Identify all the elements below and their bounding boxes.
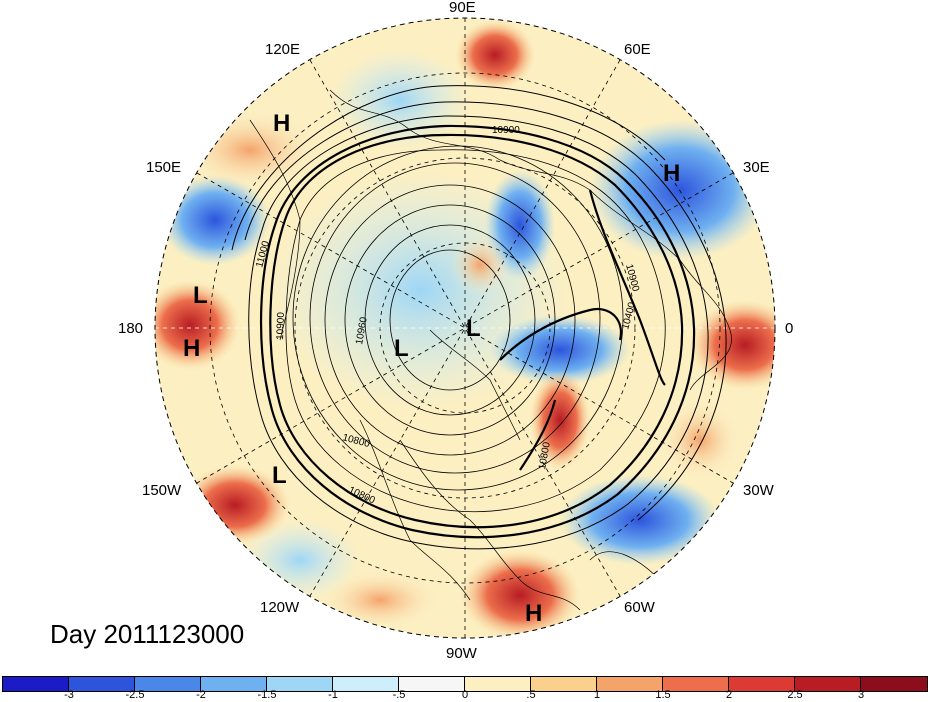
colorbar-tick-label: -.5 [392, 689, 406, 701]
colorbar-swatch [663, 677, 729, 691]
colorbar-swatch [861, 677, 927, 691]
colorbar-tick-label: -1.5 [257, 689, 277, 701]
colorbar-tick-label: 2.5 [787, 689, 803, 701]
colorbar-swatch [333, 677, 399, 691]
lon-label-180: 180 [118, 320, 144, 337]
high-pressure-label: H [663, 160, 681, 187]
lon-label-150w: 150W [142, 482, 182, 499]
colorbar-swatch [795, 677, 861, 691]
colorbar [2, 676, 928, 692]
lon-label-30w: 30W [743, 482, 774, 499]
high-pressure-label: H [273, 110, 291, 137]
low-pressure-label: L [193, 282, 208, 309]
colorbar-swatch [399, 677, 465, 691]
colorbar-tick-label: -3 [64, 689, 74, 701]
colorbar-swatch [267, 677, 333, 691]
low-pressure-label: L [466, 315, 481, 342]
lon-label-150e: 150E [146, 159, 182, 176]
colorbar-tick-label: -1 [328, 689, 338, 701]
lon-label-60e: 60E [624, 41, 651, 58]
high-pressure-label: H [183, 335, 201, 362]
colorbar-tick-label: -2 [196, 689, 206, 701]
date-title: Day 2011123000 [50, 619, 245, 649]
contour-label: 10900 [275, 311, 287, 340]
colorbar-swatch [531, 677, 597, 691]
colorbar-swatch [3, 677, 69, 691]
colorbar-swatch [69, 677, 135, 691]
colorbar-swatch [729, 677, 795, 691]
lon-label-60w: 60W [624, 599, 655, 616]
coastlines [249, 89, 732, 611]
lon-label-90e: 90E [449, 0, 476, 16]
colorbar-swatch [201, 677, 267, 691]
colorbar-tick-label: 0 [461, 689, 469, 701]
high-pressure-label: H [525, 600, 543, 627]
colorbar-tick-label: -2.5 [125, 689, 145, 701]
contour-label: 10900 [492, 125, 520, 136]
colorbar-tick-label: 1.5 [655, 689, 671, 701]
colorbar-tick-label: .5 [526, 689, 536, 701]
colorbar-tick-label: 1 [593, 689, 601, 701]
colorbar-tick-label: 3 [857, 689, 865, 701]
lon-label-120e: 120E [265, 41, 301, 58]
colorbar-tick-label: 2 [725, 689, 733, 701]
lon-label-0: 0 [785, 320, 794, 337]
height-contours [231, 85, 727, 550]
latlon-grid [155, 18, 775, 638]
lon-label-30e: 30E [743, 159, 770, 176]
low-pressure-label: L [394, 335, 409, 362]
contour-label: 10800 [537, 441, 553, 471]
lon-label-120w: 120W [260, 599, 300, 616]
low-pressure-label: L [272, 462, 287, 489]
contour-label: 10960 [354, 316, 370, 346]
colorbar-swatch [597, 677, 663, 691]
colorbar-swatch [465, 677, 531, 691]
colorbar-swatch [135, 677, 201, 691]
lon-label-90w: 90W [446, 645, 477, 662]
map-boundary [154, 17, 776, 639]
